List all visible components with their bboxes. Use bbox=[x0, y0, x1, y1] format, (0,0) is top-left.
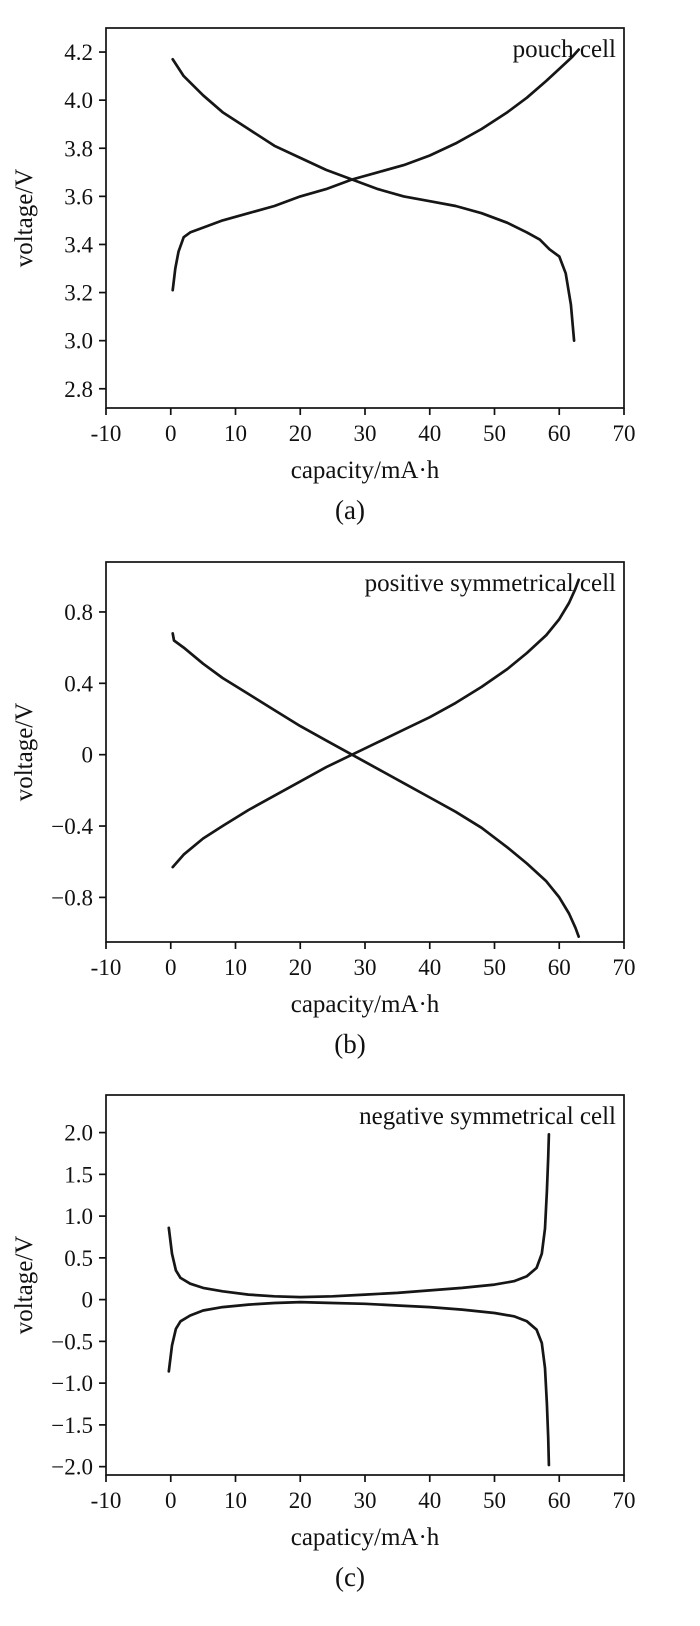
y-tick-label: 0.4 bbox=[64, 671, 93, 696]
y-tick-label: −0.8 bbox=[51, 885, 93, 910]
x-tick-label: 20 bbox=[289, 955, 312, 980]
x-tick-label: 40 bbox=[418, 1488, 441, 1513]
series-discharge-line bbox=[171, 631, 581, 938]
figure-panel-a: -10 0 10 20 30 40 50 60 70 4.2 4.0 3.8 3.6 3.4 3.2 3.0 2… bbox=[0, 4, 700, 526]
x-axis-label: capaticy/mA·h bbox=[291, 1524, 440, 1551]
x-tick-label: -10 bbox=[91, 955, 122, 980]
x-tick-label: 60 bbox=[548, 1488, 571, 1513]
y-tick-label: 4.0 bbox=[64, 88, 93, 113]
y-tick-label: 2.8 bbox=[64, 377, 93, 402]
y-tick-label: 3.6 bbox=[64, 184, 93, 209]
y-tick-label: 1.5 bbox=[64, 1163, 93, 1188]
y-tick-label: 3.2 bbox=[64, 281, 93, 306]
chart-b: -10 0 10 20 30 40 50 60 70 0.8 0.4 0 −0.4 −0.8 positiv… bbox=[11, 560, 636, 1018]
x-tick-label: 70 bbox=[613, 421, 636, 446]
x-tick-label: 0 bbox=[165, 1488, 177, 1513]
x-tick-label: 0 bbox=[165, 421, 177, 446]
x-tick-label: 60 bbox=[548, 421, 571, 446]
y-tick-label: 3.0 bbox=[64, 329, 93, 354]
panel-label-c: (c) bbox=[335, 1562, 365, 1593]
plot-frame bbox=[105, 560, 625, 943]
y-tick-label: −0.4 bbox=[51, 814, 93, 839]
y-tick-label: 0.5 bbox=[64, 1246, 93, 1271]
x-tick-label: 50 bbox=[483, 1488, 506, 1513]
y-tick-label: 0 bbox=[82, 742, 94, 767]
y-tick-label: 0 bbox=[82, 1288, 94, 1313]
x-tick-label: 10 bbox=[224, 955, 247, 980]
x-tick-label: 70 bbox=[613, 1488, 636, 1513]
x-tick-label: 40 bbox=[418, 421, 441, 446]
x-tick-label: 30 bbox=[354, 955, 377, 980]
series-discharge-line bbox=[171, 57, 576, 343]
plot-annotation: positive symmetrical cell bbox=[365, 570, 616, 597]
panel-label-a: (a) bbox=[335, 495, 365, 525]
y-tick-label: 3.4 bbox=[64, 232, 93, 257]
x-tick-label: 70 bbox=[613, 955, 636, 980]
x-tick-label: 20 bbox=[289, 1488, 312, 1513]
y-tick-label: −1.5 bbox=[51, 1413, 93, 1438]
y-axis-label: voltage/V bbox=[11, 169, 38, 268]
x-tick-label: 10 bbox=[224, 421, 247, 446]
x-tick-label: 40 bbox=[418, 955, 441, 980]
series-charge-line bbox=[167, 1133, 551, 1299]
x-tick-label: 20 bbox=[289, 421, 312, 446]
y-tick-label: 4.2 bbox=[64, 40, 93, 65]
x-axis-label: capacity/mA·h bbox=[291, 457, 440, 484]
y-tick-label: −2.0 bbox=[51, 1455, 93, 1480]
series-discharge-line bbox=[167, 1301, 551, 1467]
plot-annotation: negative symmetrical cell bbox=[359, 1103, 616, 1130]
x-tick-label: 60 bbox=[548, 955, 571, 980]
series-charge-line bbox=[171, 578, 581, 869]
x-tick-label: 50 bbox=[483, 955, 506, 980]
figure-panel-c: -10 0 10 20 30 40 50 60 70 2.0 1.5 1.0 0.5 0 −0.5 −1.0 −… bbox=[0, 1071, 700, 1593]
y-tick-label: 0.8 bbox=[64, 600, 93, 625]
series-charge-line bbox=[171, 48, 581, 292]
x-tick-label: 50 bbox=[483, 421, 506, 446]
y-tick-label: −0.5 bbox=[51, 1330, 93, 1355]
plot-annotation: pouch cell bbox=[513, 36, 616, 63]
x-tick-label: 30 bbox=[354, 1488, 377, 1513]
x-tick-label: -10 bbox=[91, 1488, 122, 1513]
chart-c: -10 0 10 20 30 40 50 60 70 2.0 1.5 1.0 0.5 0 −0.5 −1.0 −… bbox=[11, 1094, 636, 1551]
x-tick-label: 30 bbox=[354, 421, 377, 446]
y-axis-label: voltage/V bbox=[11, 702, 38, 801]
figure-panel-b: -10 0 10 20 30 40 50 60 70 0.8 0.4 0 −0.4 −0.8 positiv… bbox=[0, 538, 700, 1060]
y-axis-label: voltage/V bbox=[11, 1236, 38, 1335]
x-tick-label: 0 bbox=[165, 955, 177, 980]
y-tick-label: 1.0 bbox=[64, 1204, 93, 1229]
plot-frame bbox=[105, 27, 625, 409]
y-tick-label: 3.8 bbox=[64, 136, 93, 161]
panel-label-b: (b) bbox=[334, 1028, 366, 1059]
x-tick-label: -10 bbox=[91, 421, 122, 446]
y-tick-label: −1.0 bbox=[51, 1372, 93, 1397]
x-axis-label: capacity/mA·h bbox=[291, 991, 440, 1018]
x-tick-label: 10 bbox=[224, 1488, 247, 1513]
y-tick-label: 2.0 bbox=[64, 1121, 93, 1146]
chart-a: -10 0 10 20 30 40 50 60 70 4.2 4.0 3.8 3.6 3.4 3.2 3.0 2… bbox=[11, 27, 636, 484]
figure-page: -10 0 10 20 30 40 50 60 70 4.2 4.0 3.8 3.6 3.4 3.2 3.0 2… bbox=[0, 4, 700, 1593]
